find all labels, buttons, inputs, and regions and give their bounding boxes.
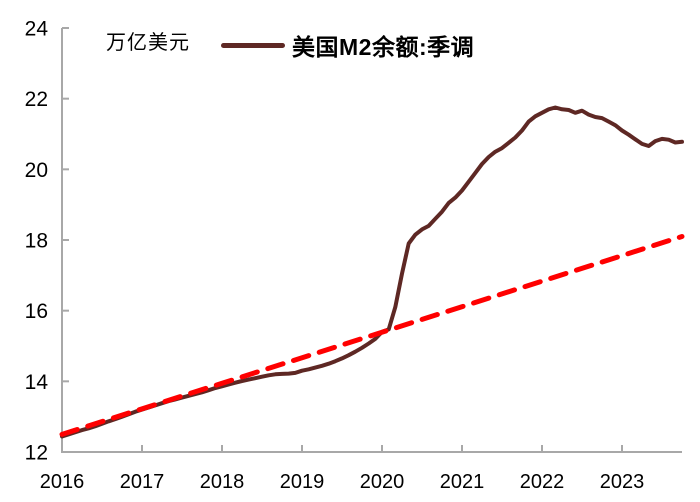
x-tick-label: 2022 <box>520 471 565 493</box>
axes-frame <box>61 28 682 453</box>
m2-line <box>60 105 684 439</box>
y-tick-label: 24 <box>25 18 49 41</box>
x-tick-label: 2023 <box>600 471 645 493</box>
x-tick-label: 2017 <box>120 471 165 493</box>
legend-label: 美国M2余额:季调 <box>292 34 475 60</box>
y-tick-label: 12 <box>25 442 48 465</box>
trend-line <box>59 233 685 437</box>
y-tick-label: 22 <box>25 88 48 111</box>
x-tick-label: 2018 <box>200 471 245 493</box>
y-tick-label: 18 <box>25 230 48 253</box>
x-tick-label: 2016 <box>40 471 85 493</box>
y-tick-label: 16 <box>25 300 48 323</box>
y-tick-label: 14 <box>25 371 49 394</box>
x-tick-label: 2020 <box>360 471 405 493</box>
y-tick-label: 20 <box>25 159 48 182</box>
x-tick-label: 2021 <box>440 471 485 493</box>
legend-line-swatch <box>221 42 285 48</box>
legend: 美国M2余额:季调 <box>221 30 474 60</box>
x-tick-label: 2019 <box>280 471 325 493</box>
y-axis-unit-label: 万亿美元 <box>106 32 190 54</box>
